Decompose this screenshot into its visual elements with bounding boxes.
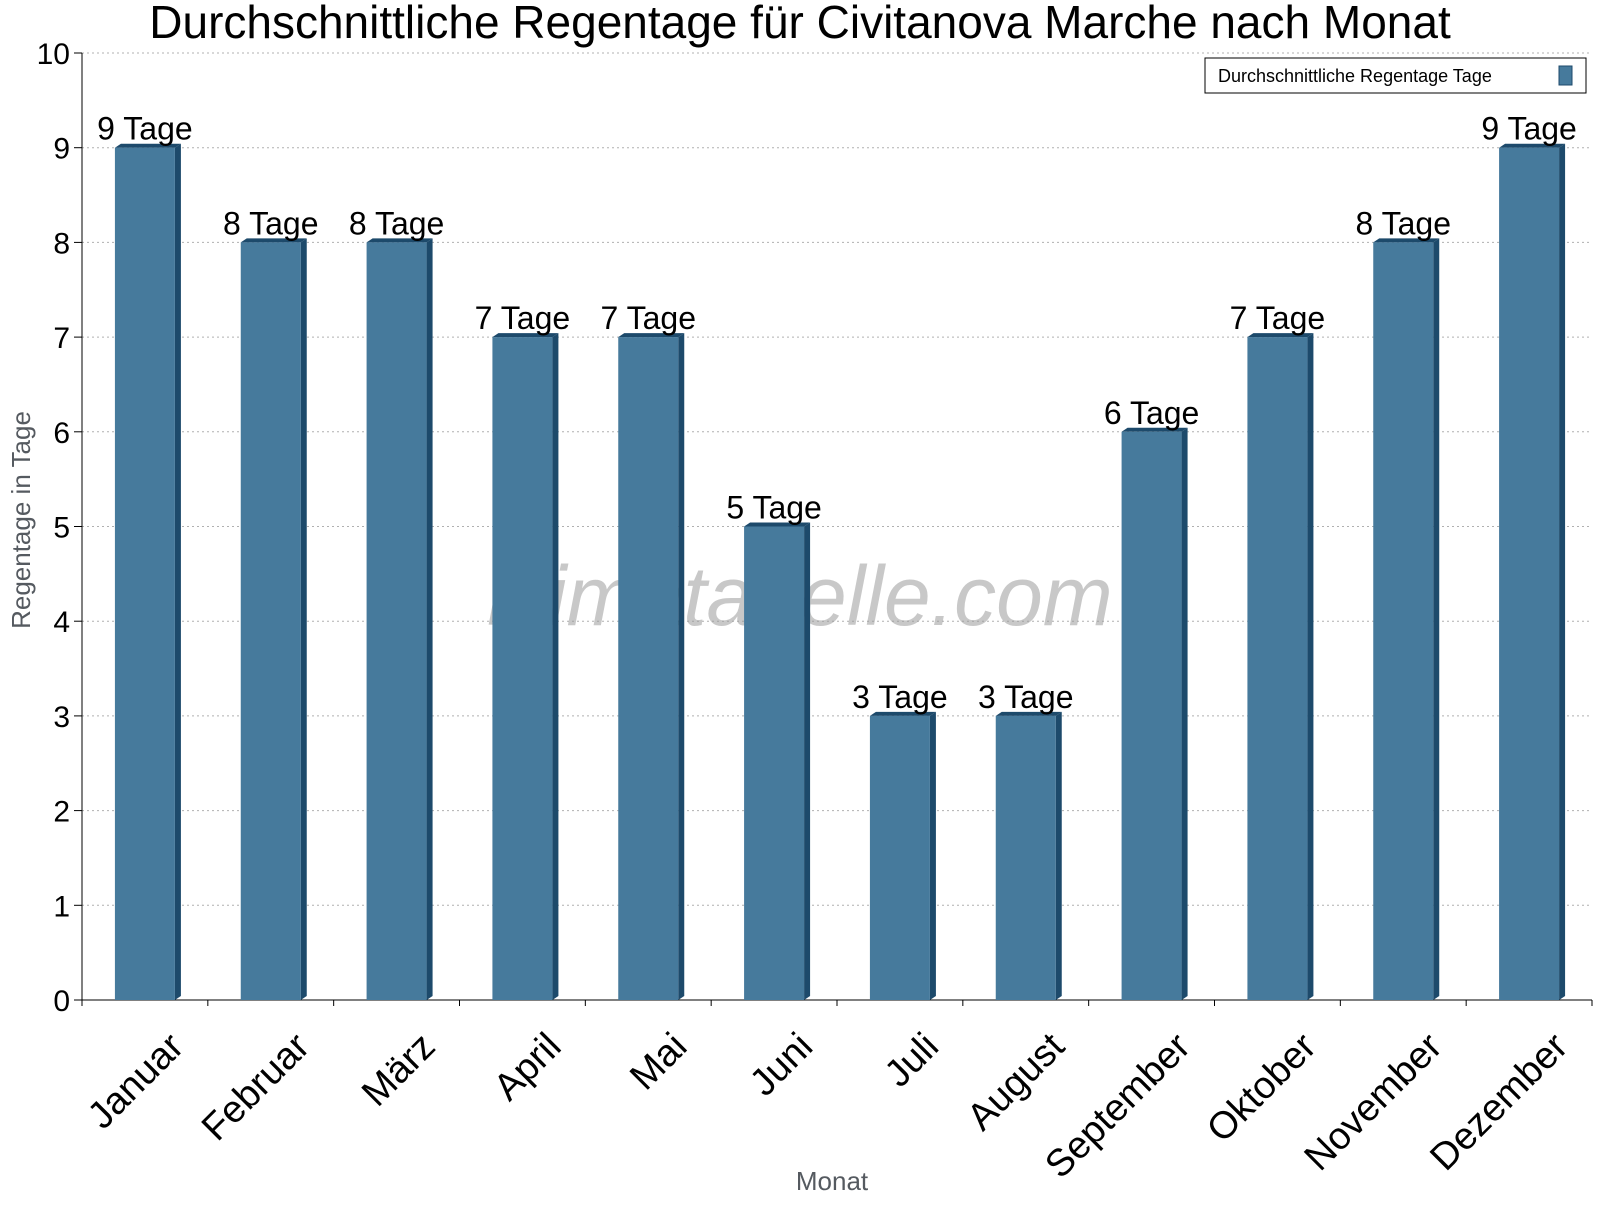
legend: Durchschnittliche Regentage Tage <box>1204 57 1587 94</box>
data-label: 8 Tage <box>349 205 445 241</box>
y-tick-label: 8 <box>53 227 70 260</box>
bar <box>1247 337 1308 1001</box>
y-tick-label: 3 <box>53 701 70 734</box>
bar-side <box>1433 238 1440 1000</box>
data-label: 7 Tage <box>601 300 697 336</box>
data-label: 9 Tage <box>97 111 193 147</box>
legend-label: Durchschnittliche Regentage Tage <box>1218 66 1492 86</box>
bar-top <box>1373 238 1440 243</box>
data-label: 5 Tage <box>726 490 822 526</box>
bar-top <box>240 238 307 243</box>
data-label: 6 Tage <box>1104 395 1200 431</box>
x-tick-label: Dezember <box>1422 1025 1576 1179</box>
x-tick-label: Februar <box>194 1025 318 1149</box>
bar-top <box>618 333 685 338</box>
data-label: 8 Tage <box>1356 205 1452 241</box>
y-tick-label: 6 <box>53 417 70 450</box>
bar-top <box>995 711 1062 716</box>
legend-swatch <box>1558 65 1573 86</box>
data-label: 9 Tage <box>1481 111 1577 147</box>
data-label: 3 Tage <box>852 679 948 715</box>
bar-side <box>1559 143 1566 1000</box>
chart-title: Durchschnittliche Regentage für Civitano… <box>149 0 1451 48</box>
y-tick-label: 1 <box>53 890 70 923</box>
x-axis-title: Monat <box>796 1166 869 1196</box>
bar-top <box>492 333 559 338</box>
y-axis-title: Regentage in Tage <box>6 411 36 629</box>
bar <box>1373 242 1434 1000</box>
legend-box <box>1204 57 1587 94</box>
y-tick-label: 9 <box>53 133 70 166</box>
bar-side <box>426 238 433 1000</box>
bar-side <box>1307 333 1314 1001</box>
bar-side <box>552 333 559 1001</box>
bars <box>114 143 1566 1001</box>
data-labels: 9 Tage 8 Tage 8 Tage 7 Tage 7 Tage 5 Tage 3 Ta… <box>97 111 1577 715</box>
bar-top <box>869 711 936 716</box>
bar-top <box>1121 427 1188 432</box>
bar-top <box>366 238 433 243</box>
bar <box>1499 147 1560 1000</box>
data-label: 3 Tage <box>978 679 1074 715</box>
data-label: 7 Tage <box>1230 300 1326 336</box>
bar-top <box>114 143 181 148</box>
y-tick-label: 7 <box>53 322 70 355</box>
bar-side <box>804 522 811 1000</box>
x-tick-label: April <box>486 1025 569 1108</box>
y-tick-label: 2 <box>53 796 70 829</box>
y-tick-label: 0 <box>53 985 70 1018</box>
data-label: 8 Tage <box>223 205 319 241</box>
bar <box>995 715 1056 1000</box>
x-tick-label: Juni <box>742 1025 821 1104</box>
bar-side <box>1181 427 1188 1000</box>
x-tick-label: Oktober <box>1199 1025 1325 1151</box>
y-tick-label: 5 <box>53 512 70 545</box>
y-tick-label: 4 <box>53 606 70 639</box>
bar <box>1121 431 1182 1000</box>
bar <box>618 337 679 1001</box>
x-tick-label: März <box>354 1025 443 1114</box>
bar <box>114 147 175 1000</box>
x-tick-label: Juli <box>877 1025 947 1095</box>
bar-side <box>678 333 685 1001</box>
bar <box>366 242 427 1000</box>
gridlines <box>82 52 1592 906</box>
bar-top <box>1247 333 1314 338</box>
bar-side <box>300 238 307 1000</box>
x-tick-label: Mai <box>622 1025 695 1098</box>
bar <box>492 337 553 1001</box>
bar <box>869 715 930 1000</box>
data-label: 7 Tage <box>475 300 571 336</box>
bar-side <box>1055 711 1062 1000</box>
bar <box>744 526 805 1000</box>
x-tick-label: August <box>959 1025 1073 1139</box>
bar-side <box>174 143 181 1000</box>
y-tick-label: 10 <box>37 38 70 71</box>
x-tick-label: Januar <box>80 1025 192 1137</box>
bar-side <box>929 711 936 1000</box>
bar-top <box>744 522 811 527</box>
bar <box>240 242 301 1000</box>
bar-top <box>1499 143 1566 148</box>
x-tick-label: November <box>1297 1025 1451 1179</box>
